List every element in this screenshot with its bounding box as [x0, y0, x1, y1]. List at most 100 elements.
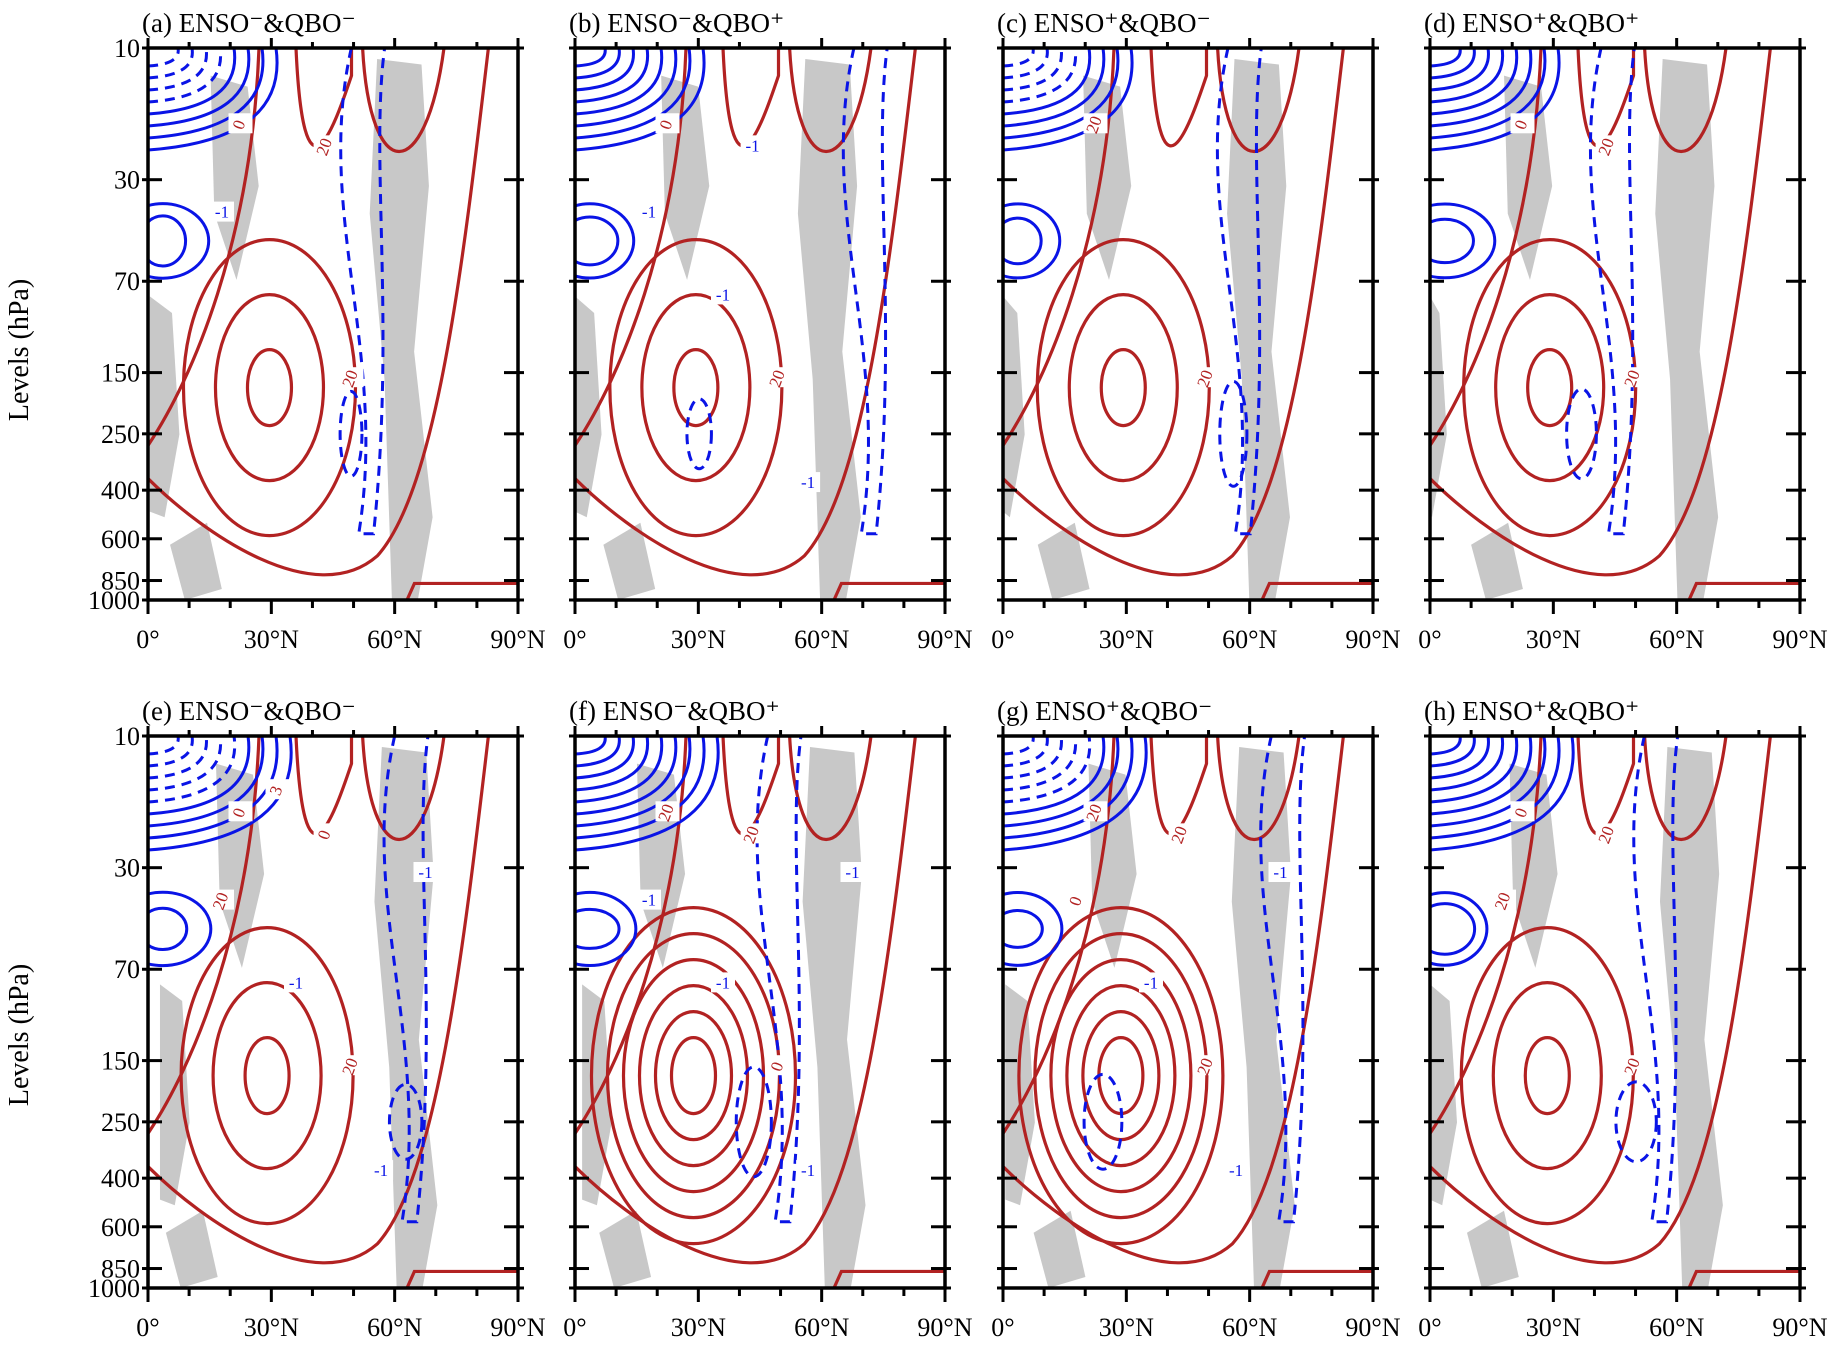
contour-label: 20 [1193, 367, 1217, 389]
anomaly-contour [1082, 1072, 1124, 1171]
positive-contour [1081, 1010, 1161, 1142]
positive-contour [1035, 238, 1211, 538]
x-tick-label: 0° [136, 1313, 159, 1342]
anomaly-contour [1430, 736, 1476, 768]
significance-shading [1430, 984, 1457, 1206]
panel-title: (g) ENSO⁺&QBO⁻ [997, 696, 1212, 726]
contour-label: 20 [765, 367, 789, 389]
anomaly-contour [575, 215, 620, 267]
anomaly-contour [1430, 891, 1489, 967]
anomaly-contour [1003, 736, 1092, 804]
y-tick-label: 10 [114, 722, 140, 751]
anomaly-contour [1003, 202, 1062, 280]
contour-label-bg [1194, 367, 1219, 388]
anomaly-contour [734, 1065, 773, 1179]
anomaly-contour [148, 736, 237, 804]
anomaly-contour [575, 48, 621, 80]
anomaly-contour [575, 736, 621, 768]
y-tick-label: 250 [101, 1108, 140, 1137]
positive-contour [1099, 348, 1147, 428]
anomaly-contour [1003, 48, 1092, 116]
x-tick-label: 90°N [1772, 625, 1827, 654]
positive-contour [575, 48, 917, 577]
panel-title: (h) ENSO⁺&QBO⁺ [1424, 696, 1639, 726]
contour-label: -1 [642, 891, 656, 910]
anomaly-contour [1430, 902, 1477, 956]
y-tick-label: 10 [114, 34, 140, 63]
positive-contour [148, 48, 490, 577]
x-tick-label: 60°N [1222, 1313, 1277, 1342]
contour-label-bg [840, 862, 865, 882]
positive-contour [1576, 48, 1636, 148]
positive-contour [1149, 48, 1209, 148]
contour-label-bg [210, 889, 234, 910]
panel-e: 020020-1-1-1310307015025040060085010000°… [88, 696, 546, 1342]
anomaly-contour [1003, 736, 1063, 780]
anomaly-contour [1215, 48, 1263, 536]
contour-label: 20 [338, 1055, 362, 1077]
anomaly-contour [1003, 736, 1148, 852]
significance-shading [603, 522, 656, 600]
x-tick-label: 0° [991, 1313, 1014, 1342]
anomaly-contour [338, 389, 364, 478]
anomaly-contour [1430, 48, 1519, 116]
x-tick-label: 60°N [1649, 625, 1704, 654]
y-tick-label: 600 [101, 1213, 140, 1242]
contour-label: 20 [1620, 367, 1644, 389]
x-tick-label: 60°N [794, 625, 849, 654]
anomaly-contour [148, 48, 251, 128]
positive-contour [211, 981, 323, 1171]
contour-label-bg [284, 972, 308, 993]
x-tick-label: 0° [563, 625, 586, 654]
anomaly-contour [1632, 736, 1680, 1224]
anomaly-contour [148, 890, 213, 968]
anomaly-contour [1003, 216, 1043, 266]
anomaly-contour [148, 48, 194, 80]
anomaly-contour [1218, 379, 1249, 488]
anomaly-contour [1430, 48, 1462, 68]
significance-shading [1430, 296, 1447, 518]
panel-title: (b) ENSO⁻&QBO⁺ [569, 8, 784, 38]
positive-contour [1687, 1269, 1800, 1288]
positive-contour [653, 1010, 734, 1142]
contour-label: -1 [1273, 863, 1287, 882]
plot-frame [1428, 734, 1802, 1290]
contour-label-bg [313, 135, 338, 156]
x-tick-label: 60°N [1649, 1313, 1704, 1342]
anomaly-contour [1003, 48, 1035, 68]
panel-title: (a) ENSO⁻&QBO⁻ [142, 8, 356, 38]
x-tick-label: 90°N [490, 625, 545, 654]
plot-frame [146, 734, 520, 1290]
x-tick-label: 0° [991, 625, 1014, 654]
x-tick-label: 30°N [244, 1313, 299, 1342]
positive-contour [672, 348, 720, 428]
x-tick-label: 30°N [1526, 1313, 1581, 1342]
anomaly-contour [387, 1082, 424, 1161]
contour-label: -1 [845, 863, 859, 882]
positive-contour [361, 736, 446, 841]
significance-shading [1659, 747, 1723, 1288]
contour-label-bg [655, 801, 680, 822]
contour-label-bg [1621, 1055, 1646, 1076]
x-tick-label: 60°N [367, 625, 422, 654]
positive-contour [1643, 736, 1728, 841]
positive-contour [1430, 48, 1543, 447]
significance-shading [210, 75, 259, 280]
contour-label: -1 [746, 136, 760, 155]
contour-label: 20 [1193, 1055, 1217, 1077]
contour-label: -1 [215, 203, 229, 222]
significance-shading [599, 1210, 652, 1288]
contour-label: 20 [312, 136, 336, 158]
anomaly-contour [685, 397, 713, 471]
significance-shading [1466, 1210, 1519, 1288]
significance-shading [1088, 763, 1137, 968]
anomaly-contour [148, 214, 188, 268]
positive-contour [1523, 1036, 1571, 1116]
contour-label-bg [740, 135, 765, 156]
anomaly-contour [148, 48, 208, 92]
positive-contour [1526, 348, 1574, 428]
